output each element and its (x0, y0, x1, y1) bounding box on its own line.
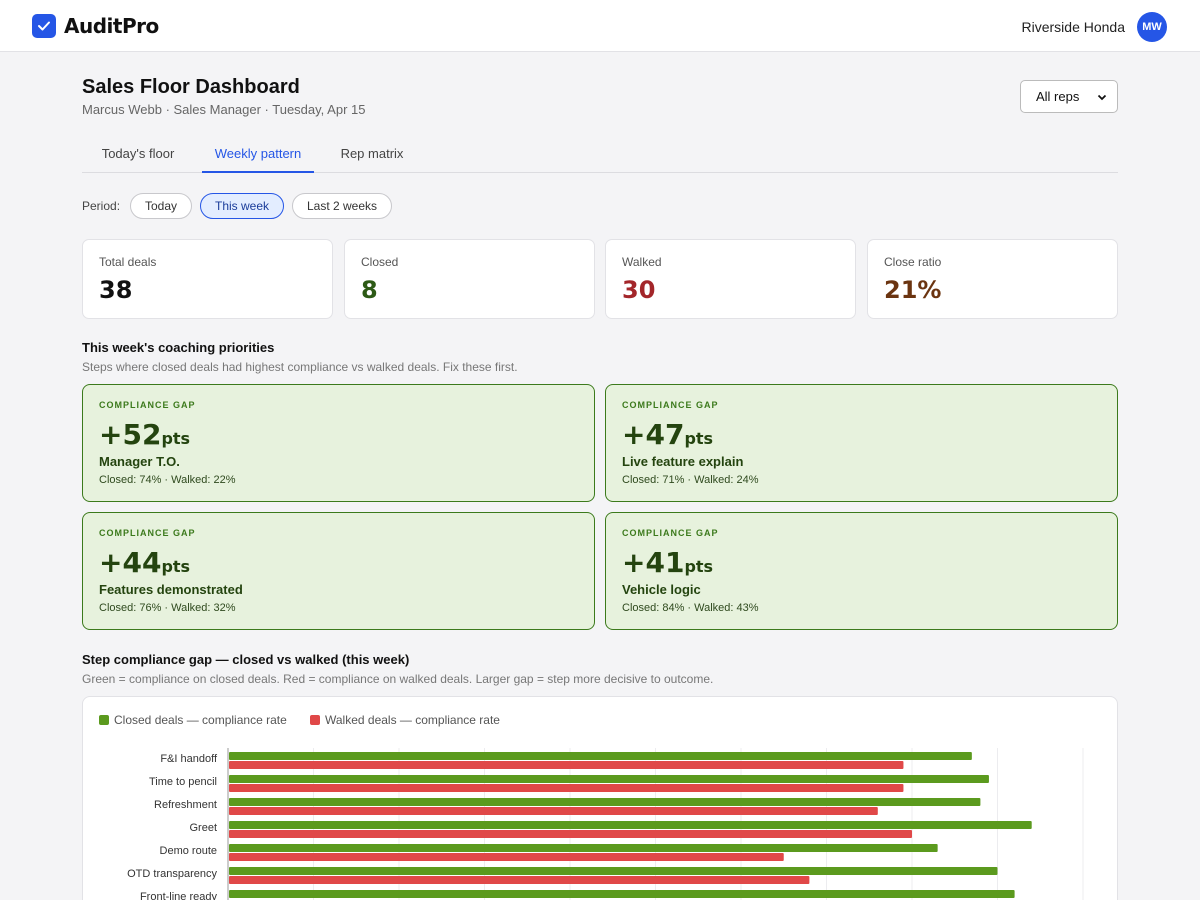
stat-label: Total deals (99, 255, 157, 269)
bar-walked (229, 853, 784, 861)
gap-kicker: COMPLIANCE GAP (99, 400, 196, 410)
gap-value: +47pts (622, 418, 714, 451)
gap-kicker: COMPLIANCE GAP (622, 528, 719, 538)
stat-label: Walked (622, 255, 662, 269)
bar-closed (229, 890, 1015, 898)
category-label: Demo route (160, 845, 217, 857)
gap-card-manager-to[interactable]: COMPLIANCE GAP +52pts Manager T.O. Close… (82, 384, 595, 502)
app-name: AuditPro (64, 14, 159, 38)
bar-walked (229, 784, 904, 792)
gap-chart-title: Step compliance gap — closed vs walked (… (82, 652, 410, 667)
gap-detail: Closed: 76% · Walked: 32% (99, 602, 236, 614)
bar-closed (229, 867, 998, 875)
user-avatar[interactable]: MW (1137, 12, 1167, 42)
category-label: OTD transparency (127, 868, 217, 880)
app-logo-icon (32, 14, 56, 38)
gap-value: +44pts (99, 546, 191, 579)
stat-card-close-ratio: Close ratio 21% (867, 239, 1118, 319)
bar-closed (229, 798, 981, 806)
stat-card-closed: Closed 8 (344, 239, 595, 319)
rep-filter-value: All reps (1036, 89, 1080, 104)
legend-swatch-closed (99, 715, 109, 725)
gap-card-vehicle-logic[interactable]: COMPLIANCE GAP +41pts Vehicle logic Clos… (605, 512, 1118, 630)
legend-walked: Walked deals — compliance rate (310, 713, 500, 727)
stat-value: 21% (884, 276, 942, 304)
dealer-name: Riverside Honda (1021, 19, 1126, 35)
top-bar: AuditPro Riverside Honda MW (0, 0, 1200, 52)
stat-label: Close ratio (884, 255, 942, 269)
gap-step-name: Features demonstrated (99, 582, 243, 597)
page-subtitle: Marcus Webb · Sales Manager · Tuesday, A… (82, 102, 366, 117)
bar-walked (229, 876, 810, 884)
period-today-button[interactable]: Today (130, 193, 192, 219)
gap-chart-subtitle: Green = compliance on closed deals. Red … (82, 672, 714, 686)
gap-bar-chart: F&I handoff Time to pencil Refreshment Gree… (127, 748, 1084, 900)
gap-step-name: Live feature explain (622, 454, 744, 469)
gap-step-name: Vehicle logic (622, 582, 701, 597)
bar-walked (229, 807, 878, 815)
bar-walked (229, 830, 912, 838)
stat-value: 38 (99, 276, 133, 304)
period-last-2-weeks-button[interactable]: Last 2 weeks (292, 193, 392, 219)
gap-detail: Closed: 84% · Walked: 43% (622, 602, 759, 614)
stat-label: Closed (361, 255, 399, 269)
category-label: Time to pencil (149, 776, 217, 788)
page-title: Sales Floor Dashboard (82, 76, 300, 98)
gap-detail: Closed: 74% · Walked: 22% (99, 474, 236, 486)
priorities-title: This week's coaching priorities (82, 340, 275, 355)
tab-todays-floor[interactable]: Today's floor (101, 146, 175, 161)
gap-chart-card: Closed deals — compliance rate Walked de… (82, 696, 1118, 900)
category-label: F&I handoff (160, 753, 218, 765)
gap-value: +41pts (622, 546, 714, 579)
bar-closed (229, 775, 989, 783)
stat-card-total-deals: Total deals 38 (82, 239, 333, 319)
gap-card-features-demonstrated[interactable]: COMPLIANCE GAP +44pts Features demonstra… (82, 512, 595, 630)
bar-walked (229, 761, 904, 769)
gap-detail: Closed: 71% · Walked: 24% (622, 474, 759, 486)
stat-value: 8 (361, 276, 378, 304)
category-label: Refreshment (154, 799, 217, 811)
category-label: Greet (189, 822, 217, 834)
priorities-subtitle: Steps where closed deals had highest com… (82, 360, 518, 374)
bar-closed (229, 821, 1032, 829)
stat-card-walked: Walked 30 (605, 239, 856, 319)
stat-value: 30 (622, 276, 656, 304)
gap-kicker: COMPLIANCE GAP (622, 400, 719, 410)
period-this-week-button[interactable]: This week (200, 193, 284, 219)
bar-closed (229, 752, 972, 760)
tab-weekly-pattern[interactable]: Weekly pattern (202, 138, 314, 173)
gap-kicker: COMPLIANCE GAP (99, 528, 196, 538)
gap-card-live-feature-explain[interactable]: COMPLIANCE GAP +47pts Live feature expla… (605, 384, 1118, 502)
rep-filter-select[interactable]: All reps (1020, 80, 1118, 113)
gap-value: +52pts (99, 418, 191, 451)
period-label: Period: (82, 199, 121, 213)
bar-closed (229, 844, 938, 852)
tab-rep-matrix[interactable]: Rep matrix (340, 146, 404, 161)
legend-swatch-walked (310, 715, 320, 725)
tab-bar: Today's floor Weekly pattern Rep matrix (82, 138, 1118, 173)
gap-step-name: Manager T.O. (99, 454, 180, 469)
category-label: Front-line ready (140, 891, 218, 900)
chevron-down-icon (1097, 94, 1107, 101)
legend-closed: Closed deals — compliance rate (99, 713, 287, 727)
